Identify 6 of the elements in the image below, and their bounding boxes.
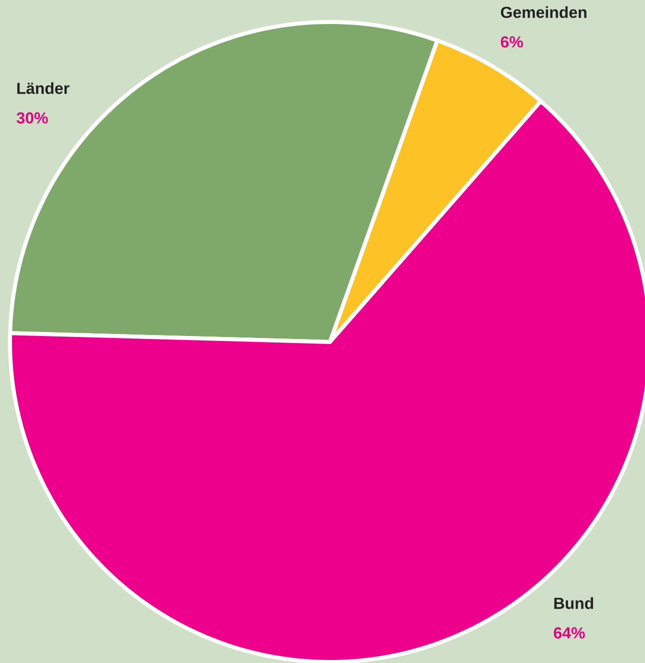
data-label: 6% [500, 36, 523, 48]
slice-label: Bund [554, 597, 594, 609]
data-label: 64% [554, 627, 585, 639]
data-label: 30% [16, 112, 48, 124]
slice-label: Länder [17, 82, 70, 94]
slice-label: Gemeinden [500, 6, 586, 18]
